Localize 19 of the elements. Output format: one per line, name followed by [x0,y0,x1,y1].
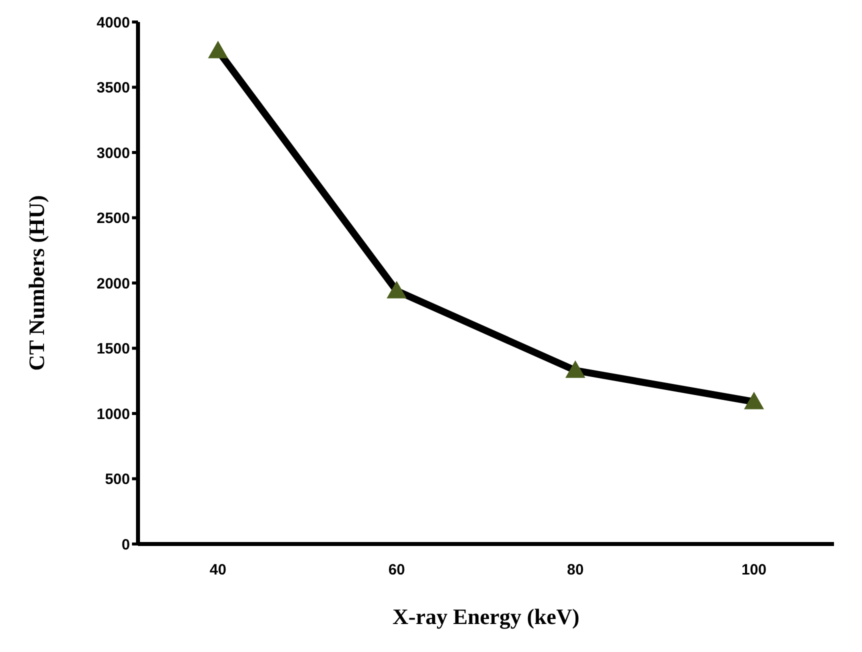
x-tick-label: 80 [566,562,584,579]
x-tick-label: 100 [741,562,767,579]
y-axis-title: CT Numbers (HU) [24,195,49,371]
point [565,360,586,378]
y-tick-label: 3500 [96,80,130,97]
point [744,392,764,410]
y-tick-label: 4000 [96,14,130,32]
point [208,40,228,58]
y-tick-label: 2000 [96,275,130,292]
y-tick-label: 1000 [96,406,130,423]
x-tick-label: 40 [210,562,226,579]
y-tick-label: 0 [122,536,130,554]
y-tick-label: 3000 [96,144,130,162]
x-tick-label: 60 [388,562,406,579]
point [386,280,407,298]
y-tick-label: 2500 [96,210,130,228]
x-axis-title: X-ray Energy (keV) [392,604,580,629]
y-tick-label: 500 [104,471,130,488]
y-tick-label: 1500 [96,340,130,358]
